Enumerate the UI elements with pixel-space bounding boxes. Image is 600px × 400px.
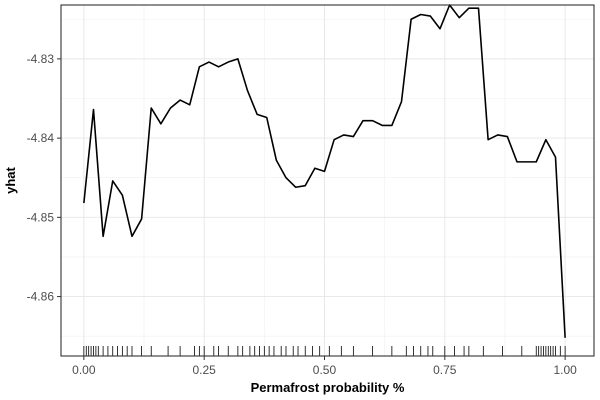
y-tick-label: -4.85 xyxy=(27,210,55,224)
major-gridlines xyxy=(61,5,594,356)
y-tick-label: -4.83 xyxy=(27,52,55,66)
x-tick-label: 0.50 xyxy=(313,363,337,377)
series-lines xyxy=(83,4,566,338)
y-tick-label: -4.84 xyxy=(27,131,55,145)
x-axis-ticks: 0.00 0.25 0.50 0.75 1.00 xyxy=(72,356,577,377)
x-tick-label: 0.00 xyxy=(72,363,96,377)
panel-border xyxy=(60,4,595,357)
y-tick-label: -4.86 xyxy=(27,290,55,304)
x-tick-label: 0.25 xyxy=(192,363,216,377)
x-axis-title: Permafrost probability % xyxy=(251,380,405,395)
rug-marks xyxy=(83,346,566,356)
x-tick-label: 0.75 xyxy=(433,363,457,377)
minor-gridlines xyxy=(61,5,594,356)
x-tick-label: 1.00 xyxy=(553,363,577,377)
y-axis-ticks: -4.83 -4.84 -4.85 -4.86 xyxy=(27,52,61,304)
y-axis-title: yhat xyxy=(3,166,18,193)
series-line xyxy=(83,4,566,338)
